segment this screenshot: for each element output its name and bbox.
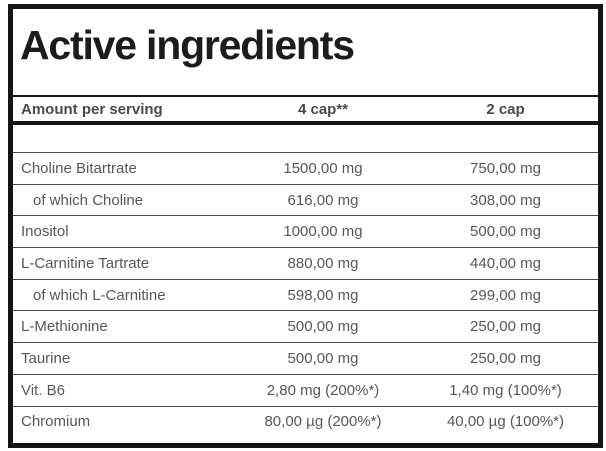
value-4cap: 80,00 µg (200%*) bbox=[264, 413, 382, 431]
table-row: Vit. B6 2,80 mg (200%*) 1,40 mg (100%*) bbox=[13, 373, 598, 406]
ingredient-name: Choline Bitartrate bbox=[21, 159, 137, 177]
value-2cap: 750,00 mg bbox=[470, 159, 541, 177]
table-row: Inositol 1000,00 mg 500,00 mg bbox=[13, 215, 598, 247]
value-4cap: 500,00 mg bbox=[287, 318, 359, 336]
value-2cap: 440,00 mg bbox=[470, 254, 541, 272]
ingredient-name: Chromium bbox=[21, 413, 91, 431]
ingredient-name: Inositol bbox=[21, 223, 69, 241]
ingredient-name: of which L-Carnitine bbox=[33, 286, 166, 304]
title-block: Active ingredients bbox=[13, 9, 598, 97]
value-4cap: 500,00 mg bbox=[287, 349, 359, 367]
table-row: L-Methionine 500,00 mg 250,00 mg bbox=[13, 310, 598, 342]
value-2cap: 250,00 mg bbox=[470, 318, 541, 336]
value-4cap: 880,00 mg bbox=[287, 254, 359, 272]
ingredient-name: L-Methionine bbox=[21, 318, 108, 336]
table-row: of which L-Carnitine 598,00 mg 299,00 mg bbox=[13, 278, 598, 311]
header-amount-per-serving: Amount per serving bbox=[21, 100, 163, 118]
ingredient-name: L-Carnitine Tartrate bbox=[21, 254, 150, 272]
table-title: Active ingredients bbox=[20, 21, 355, 68]
ingredient-name: of which Choline bbox=[33, 191, 144, 209]
value-2cap: 299,00 mg bbox=[470, 286, 541, 304]
header-2cap: 2 cap bbox=[486, 100, 525, 118]
table-header-row: Amount per serving 4 cap** 2 cap bbox=[13, 97, 598, 125]
table-row: L-Carnitine Tartrate 880,00 mg 440,00 mg bbox=[13, 247, 598, 279]
table-row: Chromium 80,00 µg (200%*) 40,00 µg (100%… bbox=[13, 405, 598, 438]
value-2cap: 250,00 mg bbox=[470, 349, 541, 367]
value-2cap: 1,40 mg (100%*) bbox=[449, 381, 562, 399]
value-4cap: 598,00 mg bbox=[287, 286, 359, 304]
empty-spacer-row bbox=[13, 125, 598, 152]
value-2cap: 40,00 µg (100%*) bbox=[446, 413, 565, 431]
value-2cap: 308,00 mg bbox=[470, 191, 541, 209]
ingredient-name: Taurine bbox=[21, 349, 71, 367]
ingredient-name: Vit. B6 bbox=[21, 381, 65, 399]
table-row: Choline Bitartrate 1500,00 mg 750,00 mg bbox=[13, 152, 598, 184]
value-4cap: 616,00 mg bbox=[287, 191, 359, 209]
header-4cap: 4 cap** bbox=[297, 100, 349, 118]
active-ingredients-table: Active ingredients Amount per serving 4 … bbox=[8, 4, 603, 448]
value-4cap: 1000,00 mg bbox=[283, 223, 363, 241]
value-4cap: 2,80 mg (200%*) bbox=[266, 381, 380, 399]
table-row: Taurine 500,00 mg 250,00 mg bbox=[13, 342, 598, 374]
table-row: of which Choline 616,00 mg 308,00 mg bbox=[13, 183, 598, 216]
value-2cap: 500,00 mg bbox=[470, 223, 541, 241]
value-4cap: 1500,00 mg bbox=[283, 159, 363, 177]
